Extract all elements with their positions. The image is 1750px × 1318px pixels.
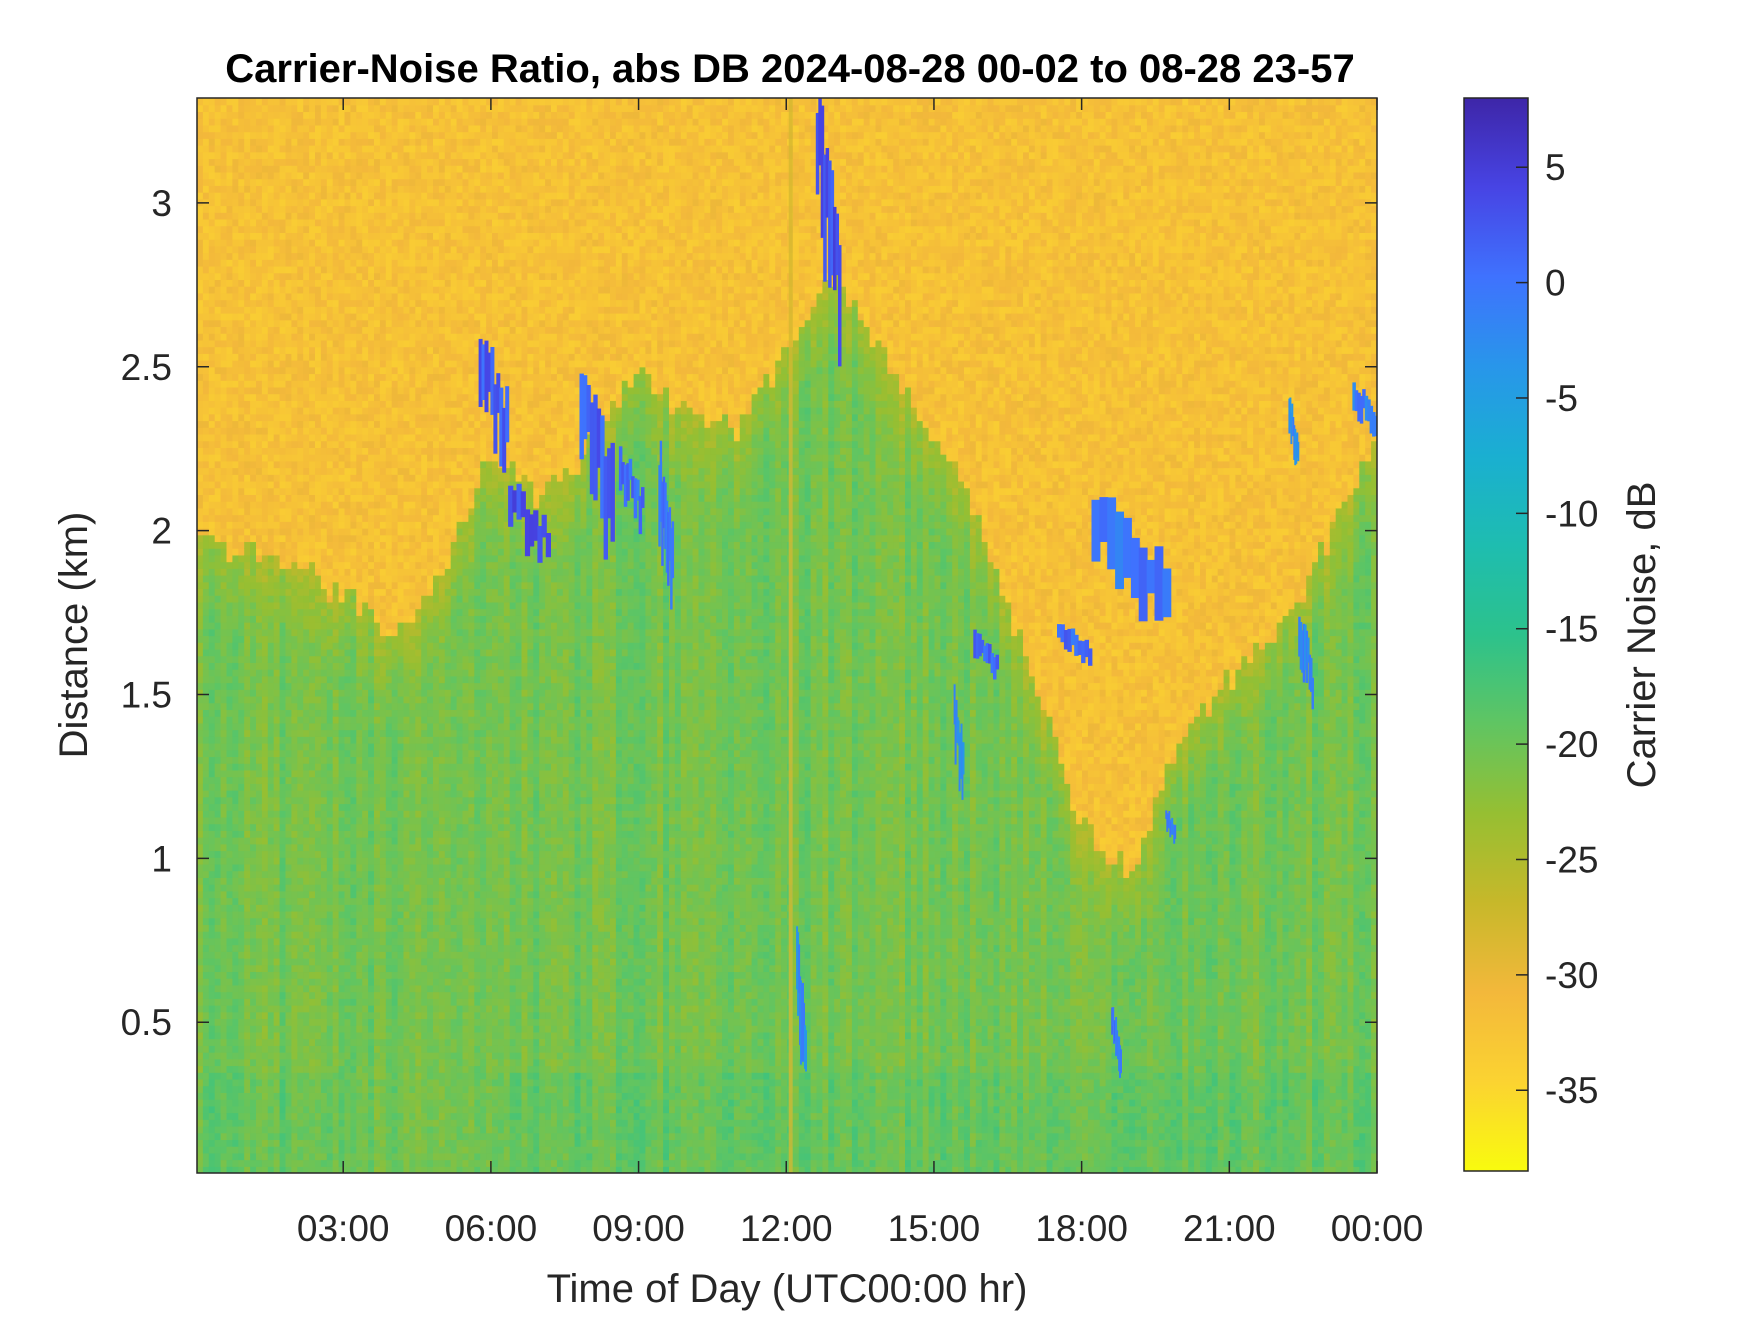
x-tick-label: 06:00 — [445, 1208, 538, 1249]
feature-11 — [1120, 1049, 1122, 1073]
feature-9 — [963, 742, 965, 774]
feature-8 — [1139, 548, 1148, 622]
colorbar-tick-label: -5 — [1545, 378, 1578, 419]
colorbar-tick-label: -10 — [1545, 493, 1598, 534]
x-tick-label: 12:00 — [740, 1208, 833, 1249]
feature-4 — [672, 521, 675, 578]
heatmap-field — [197, 98, 1378, 1174]
feature-14 — [1297, 442, 1299, 461]
colorbar-tick-label: -25 — [1545, 839, 1598, 880]
feature-8 — [1123, 518, 1132, 578]
colorbar — [1464, 98, 1528, 1171]
feature-5 — [838, 245, 842, 366]
x-tick-label: 00:00 — [1331, 1208, 1424, 1249]
feature-8 — [1155, 546, 1164, 620]
x-tick-label: 18:00 — [1035, 1208, 1128, 1249]
colorbar-tick-label: -20 — [1545, 724, 1598, 765]
feature-8 — [1162, 569, 1171, 618]
y-tick-label: 0.5 — [121, 1002, 172, 1043]
feature-8 — [1092, 500, 1101, 562]
y-tick-label: 2.5 — [121, 347, 172, 388]
feature-3 — [641, 487, 645, 508]
colorbar-tick-label: 5 — [1545, 147, 1566, 188]
colorbar-tick-label: -35 — [1545, 1070, 1598, 1111]
feature-8 — [1147, 560, 1156, 593]
chart-title: Carrier-Noise Ratio, abs DB 2024-08-28 0… — [225, 47, 1354, 91]
colorbar-tick-label: -30 — [1545, 955, 1598, 996]
feature-8 — [1131, 538, 1140, 598]
feature-8 — [1099, 497, 1108, 542]
y-tick-label: 2 — [151, 511, 172, 552]
x-tick-label: 03:00 — [297, 1208, 390, 1249]
colorbar-tick-label: 0 — [1545, 263, 1566, 304]
x-axis-label: Time of Day (UTC00:00 hr) — [547, 1267, 1028, 1311]
feature-7 — [1088, 648, 1092, 665]
colorbar-label: Carrier Noise, dB — [1620, 482, 1664, 789]
y-tick-label: 3 — [151, 183, 172, 224]
feature-13 — [1312, 678, 1315, 710]
feature-10 — [805, 1030, 807, 1071]
feature-2 — [611, 443, 615, 542]
feature-6 — [996, 655, 1000, 670]
feature-8 — [1107, 497, 1116, 569]
y-tick-label: 1 — [151, 838, 172, 879]
colorbar-tick-label: -15 — [1545, 609, 1598, 650]
feature-1 — [546, 533, 551, 557]
feature-12 — [1174, 825, 1176, 839]
feature-0 — [505, 386, 509, 442]
noon-streak — [789, 98, 793, 1173]
y-axis-label: Distance (km) — [52, 512, 96, 759]
x-tick-label: 15:00 — [888, 1208, 981, 1249]
feature-8 — [1115, 512, 1124, 589]
x-tick-label: 09:00 — [592, 1208, 685, 1249]
x-tick-label: 21:00 — [1183, 1208, 1276, 1249]
y-tick-label: 1.5 — [121, 674, 172, 715]
